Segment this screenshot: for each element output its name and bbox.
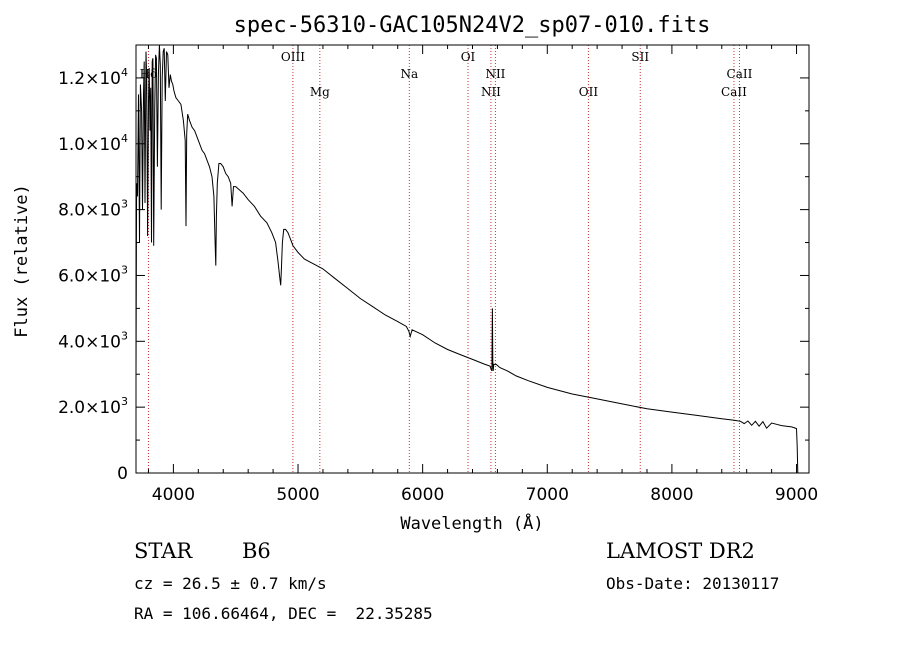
spectrum-series [135,44,799,474]
spectral-line-label: NII [485,67,505,81]
y-tick-exponent: 4 [121,132,128,145]
x-axis-label: Wavelength (Å) [400,512,543,534]
object-subclass: B6 [242,539,271,563]
y-tick-mantissa: 8.0×10 [58,201,121,221]
x-tick-label: 5000 [276,485,319,505]
y-tick-label: 2.0×103 [58,395,128,418]
y-tick-exponent: 3 [121,329,128,342]
spectrum-line [135,44,799,474]
spectral-line-label: OI [461,50,476,64]
spectral-line-label: CaII [727,67,753,81]
y-tick-mantissa: 1.2×10 [58,69,121,89]
survey-name: LAMOST DR2 [606,539,755,563]
y-axis-ticks: 02.0×1034.0×1036.0×1038.0×1031.0×1041.2×… [58,66,809,484]
y-tick-exponent: 3 [121,395,128,408]
y-tick-mantissa: 2.0×10 [58,398,121,418]
y-tick-exponent: 3 [121,198,128,211]
redshift-value: cz = 26.5 ± 0.7 km/s [134,574,327,593]
x-tick-label: 8000 [650,485,693,505]
spectrum-chart: spec-56310-GAC105N24V2_sp07-010.fits Hδ O… [12,13,818,534]
y-tick-mantissa: 1.0×10 [58,135,121,155]
spectral-line-markers [147,45,740,473]
spectral-line-label: SII [631,50,649,64]
x-tick-label: 9000 [775,485,818,505]
spectral-line-label: CaII [721,85,747,99]
y-tick-label: 8.0×103 [58,198,128,221]
y-tick-label: 4.0×103 [58,329,128,352]
plot-frame [135,44,810,474]
x-tick-label: 7000 [526,485,569,505]
y-tick-label: 1.0×104 [58,132,128,155]
x-tick-label: 4000 [152,485,195,505]
spectral-line-label: OIII [281,50,305,64]
y-tick-label: 1.2×104 [58,66,128,89]
y-tick-exponent: 3 [121,263,128,276]
chart-title: spec-56310-GAC105N24V2_sp07-010.fits [234,13,711,38]
spectral-line-label: Mg [310,85,330,99]
spectral-line-label: Na [400,67,418,81]
x-tick-label: 6000 [401,485,444,505]
spectral-line-label: NII [481,85,501,99]
y-tick-label: 0 [117,464,128,484]
y-tick-label: 6.0×103 [58,263,128,286]
y-tick-exponent: 4 [121,66,128,79]
spectral-line-label: Hδ [140,67,158,81]
spectral-line-label: OII [579,85,599,99]
spectral-line-labels: Hδ OIII Mg Na OI NII NII OII SII CaII CaII [140,50,753,99]
coordinates: RA = 106.66464, DEC = 22.35285 [134,604,433,623]
y-tick-mantissa: 0 [117,464,128,484]
y-tick-mantissa: 4.0×10 [58,332,121,352]
y-axis-label: Flux (relative) [12,184,32,338]
observation-date: Obs-Date: 20130117 [606,574,780,593]
x-axis-ticks: 4000 5000 6000 7000 8000 9000 [147,45,818,505]
y-tick-mantissa: 6.0×10 [58,266,121,286]
object-class: STAR [134,539,193,563]
